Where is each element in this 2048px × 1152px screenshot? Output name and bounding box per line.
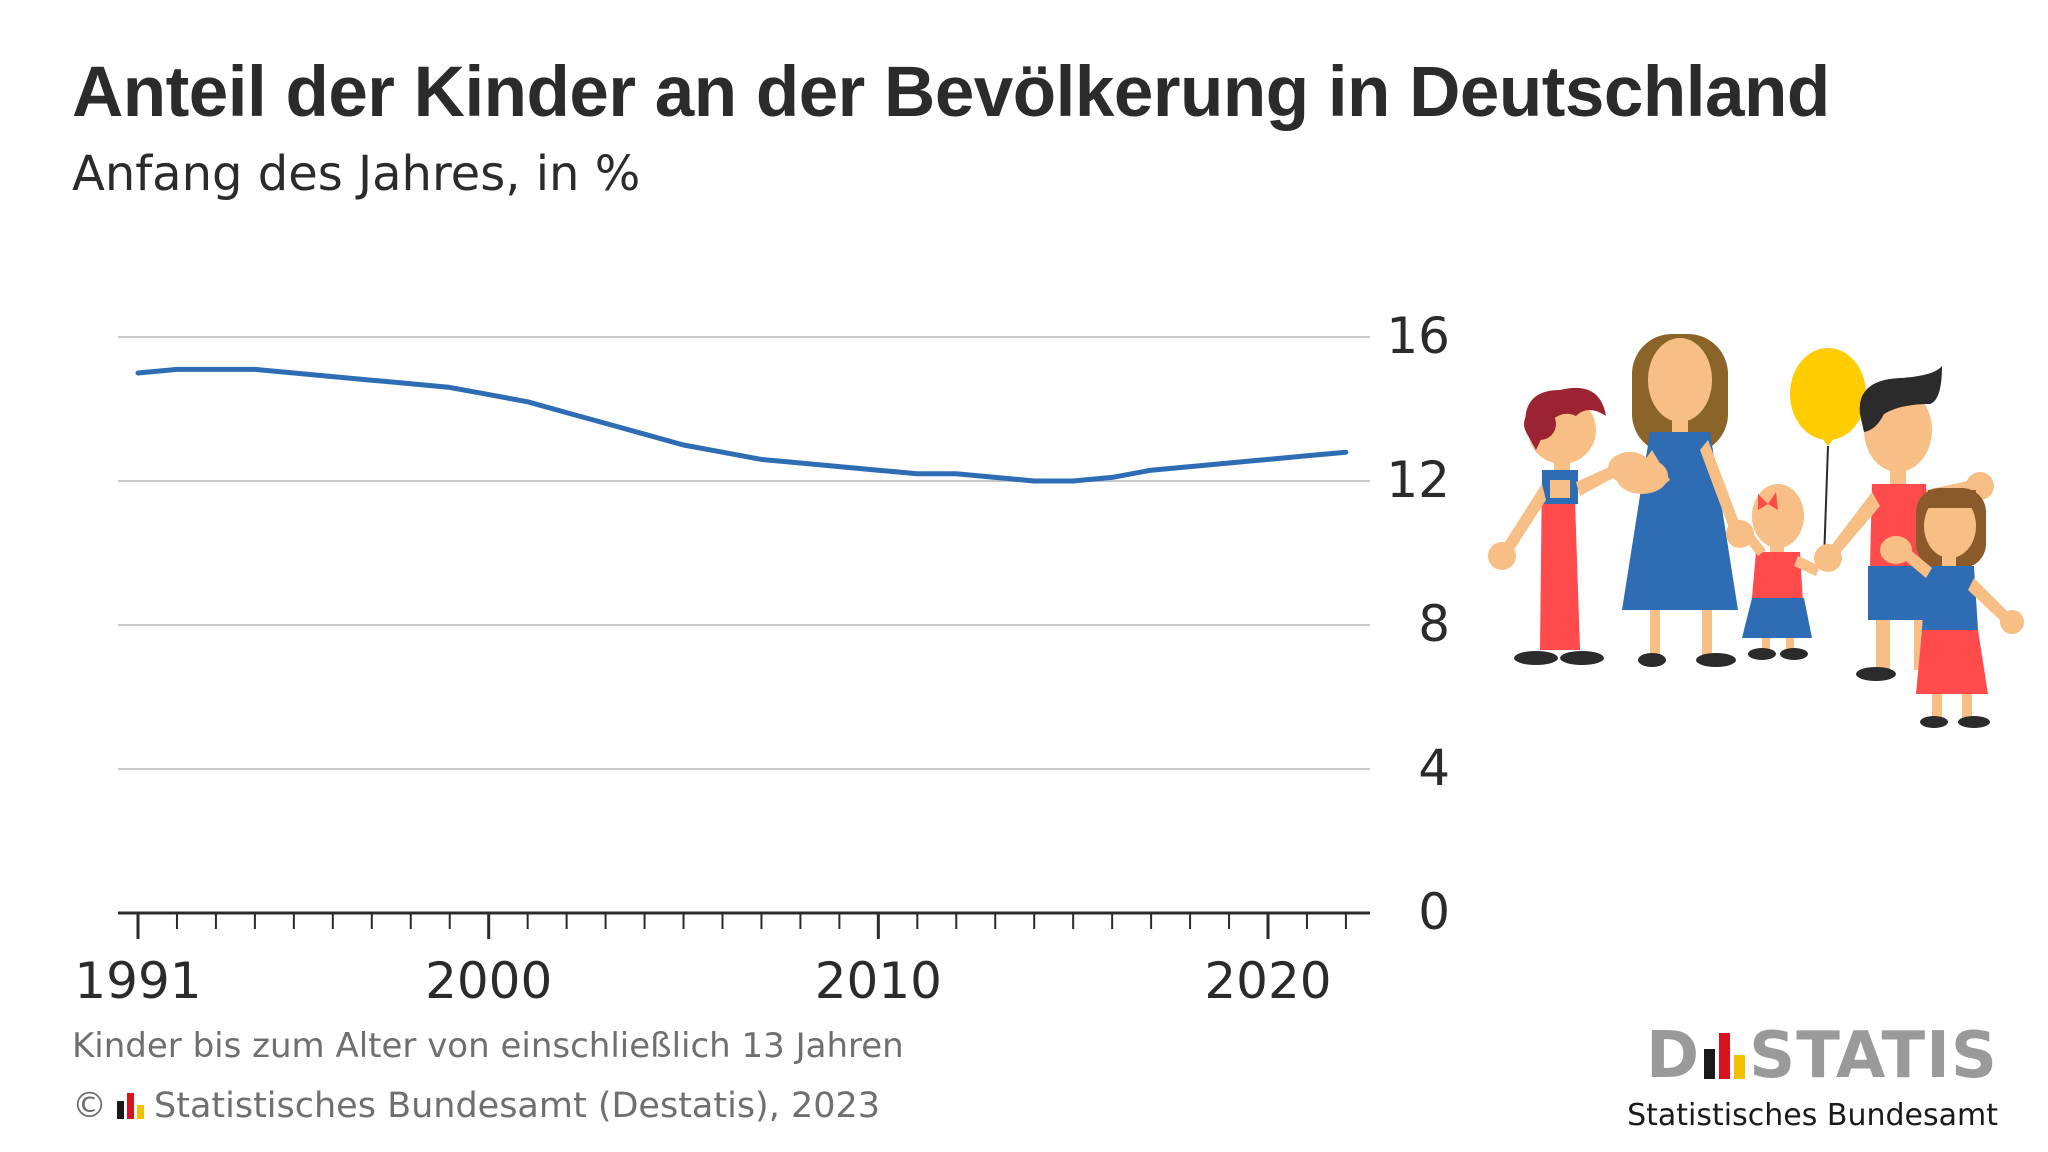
- destatis-wordmark: D STATIS: [1627, 1024, 1998, 1088]
- chart-title: Anteil der Kinder an der Bevölkerung in …: [72, 53, 1830, 132]
- man-figure-right: [1814, 366, 1994, 681]
- woman-figure: [1616, 334, 1754, 667]
- line-chart: 0 4 8 12 16 1991 2000 2010 2020: [74, 307, 1450, 1000]
- series-line-group: [135, 366, 1349, 484]
- family-children-illustration: [1488, 334, 2024, 728]
- series-line: [135, 366, 1349, 484]
- y-tick-label: 4: [1418, 739, 1450, 797]
- y-tick-label: 0: [1418, 883, 1450, 941]
- y-tick-label: 16: [1386, 307, 1450, 365]
- y-tick-label: 8: [1418, 595, 1450, 653]
- x-tick-label: 2000: [425, 952, 552, 1000]
- chart-subtitle: Anfang des Jahres, in %: [72, 146, 641, 202]
- x-tick-label: 2010: [815, 952, 942, 1000]
- wordmark-prefix: D: [1645, 1019, 1701, 1093]
- y-axis-ticks: 0 4 8 12 16: [1386, 307, 1450, 941]
- boy-figure-left: [1488, 387, 1652, 665]
- girl-figure-right: [1880, 488, 2024, 728]
- balloon-icon: [1790, 348, 1866, 561]
- flag-bars-icon: [1704, 1033, 1746, 1079]
- footnote: Kinder bis zum Alter von einschließlich …: [72, 1026, 904, 1066]
- source-text: Statistisches Bundesamt (Destatis), 2023: [154, 1086, 881, 1126]
- x-tick-label: 1991: [74, 952, 201, 1000]
- copyright-symbol: ©: [72, 1086, 107, 1126]
- brand-subtitle: Statistisches Bundesamt: [1627, 1098, 1998, 1133]
- destatis-logo: D STATIS Statistisches Bundesamt: [1627, 1024, 1998, 1133]
- source-line: © Statistisches Bundesamt (Destatis), 20…: [72, 1086, 880, 1126]
- x-tick-label: 2020: [1204, 952, 1331, 1000]
- x-axis: 1991 2000 2010 2020: [74, 911, 1370, 1000]
- y-tick-label: 12: [1386, 451, 1450, 509]
- gridlines: [118, 336, 1370, 770]
- girl-figure-middle: [1742, 484, 1820, 660]
- wordmark-suffix: STATIS: [1749, 1019, 1998, 1093]
- destatis-mini-logo-icon: [117, 1093, 144, 1119]
